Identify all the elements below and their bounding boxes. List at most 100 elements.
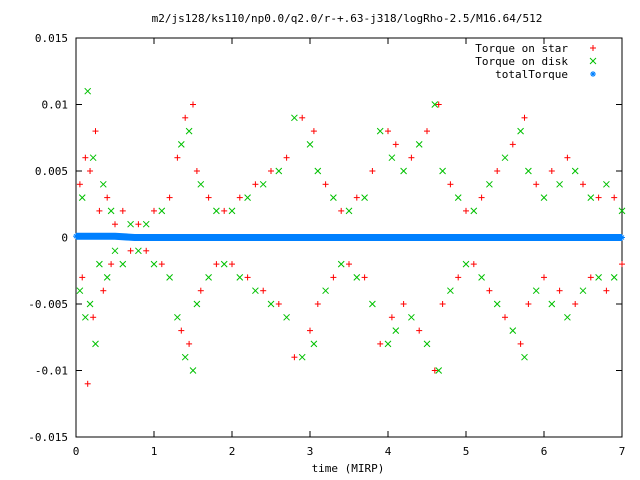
data-point xyxy=(540,194,548,201)
data-point xyxy=(90,314,97,321)
data-point xyxy=(463,207,469,214)
data-point xyxy=(142,220,150,228)
data-point xyxy=(361,194,368,201)
data-point xyxy=(189,367,197,374)
data-point xyxy=(177,141,185,148)
data-point xyxy=(353,194,360,201)
data-point xyxy=(236,194,243,201)
y-tick-label: 0.005 xyxy=(35,165,68,178)
x-axis: 0 1 2 3 4 5 6 7 xyxy=(73,38,625,458)
data-point xyxy=(127,220,134,228)
data-point xyxy=(283,313,290,321)
data-point xyxy=(107,207,115,215)
data-point xyxy=(521,114,528,121)
data-point xyxy=(174,313,181,321)
data-point xyxy=(564,154,571,161)
data-point xyxy=(435,101,442,108)
data-point xyxy=(533,181,540,188)
data-point xyxy=(291,354,298,361)
data-point xyxy=(260,287,267,294)
data-point xyxy=(618,207,626,215)
y-tick-label: -0.005 xyxy=(28,298,68,311)
data-point xyxy=(86,300,94,308)
data-point xyxy=(447,287,454,295)
data-point xyxy=(205,194,212,201)
data-point xyxy=(509,141,516,148)
data-point xyxy=(92,128,99,135)
data-point xyxy=(619,261,625,268)
data-point xyxy=(501,154,509,162)
data-point xyxy=(525,167,532,175)
data-point xyxy=(92,233,99,240)
data-point xyxy=(100,287,107,294)
data-point xyxy=(365,234,372,241)
data-point xyxy=(462,260,470,268)
data-point xyxy=(587,194,595,201)
data-point xyxy=(579,287,587,295)
data-point xyxy=(84,87,92,95)
data-point xyxy=(236,274,244,281)
x-tick-label: 3 xyxy=(307,445,314,458)
data-point xyxy=(388,154,396,162)
data-point xyxy=(244,274,251,281)
data-point xyxy=(275,167,283,175)
data-point xyxy=(353,274,361,281)
data-point xyxy=(205,274,212,281)
data-point xyxy=(79,274,86,281)
data-point xyxy=(509,327,517,334)
data-point xyxy=(447,181,454,188)
legend-label-torque-on-disk: Torque on disk xyxy=(475,55,568,68)
data-point xyxy=(443,234,450,241)
data-point xyxy=(197,287,204,294)
data-point xyxy=(580,181,586,188)
data-point xyxy=(229,234,235,241)
data-point xyxy=(330,194,337,201)
data-point xyxy=(408,313,415,321)
data-point xyxy=(275,301,282,307)
legend-label-torque-on-star: Torque on star xyxy=(475,42,568,55)
data-point xyxy=(221,207,228,214)
x-tick-label: 4 xyxy=(385,445,392,458)
data-point xyxy=(369,168,376,174)
data-point xyxy=(193,300,201,308)
series-2 xyxy=(73,232,625,241)
data-point xyxy=(314,167,322,175)
x-tick-label: 0 xyxy=(73,445,80,458)
data-point xyxy=(599,234,606,241)
data-point xyxy=(424,128,430,135)
data-point xyxy=(178,327,185,334)
data-point xyxy=(525,301,532,307)
data-point xyxy=(291,114,298,122)
data-point xyxy=(611,194,618,201)
data-point xyxy=(229,261,235,268)
data-point xyxy=(228,207,236,215)
data-point xyxy=(478,194,485,201)
data-point xyxy=(377,340,384,347)
data-point xyxy=(470,207,478,215)
data-point xyxy=(376,127,384,135)
data-point xyxy=(392,141,399,148)
data-point xyxy=(310,128,317,135)
data-point xyxy=(213,261,220,268)
data-point xyxy=(556,180,563,188)
legend-marker xyxy=(589,57,597,65)
data-point xyxy=(572,301,579,307)
legend: Torque on star Torque on disk totalTorqu… xyxy=(475,42,597,81)
x-tick-label: 6 xyxy=(541,445,548,458)
data-point xyxy=(330,274,337,281)
data-point xyxy=(408,154,415,161)
data-point xyxy=(326,234,333,241)
data-point xyxy=(541,234,547,241)
data-point xyxy=(82,313,89,321)
data-point xyxy=(435,367,443,374)
data-point xyxy=(424,234,430,241)
data-point xyxy=(213,207,220,215)
data-point xyxy=(541,274,547,281)
data-point xyxy=(486,180,493,188)
data-point xyxy=(112,221,118,228)
data-point xyxy=(103,274,111,281)
data-point xyxy=(259,180,267,188)
data-point xyxy=(482,234,489,241)
data-point xyxy=(181,353,189,361)
data-point xyxy=(400,167,407,175)
